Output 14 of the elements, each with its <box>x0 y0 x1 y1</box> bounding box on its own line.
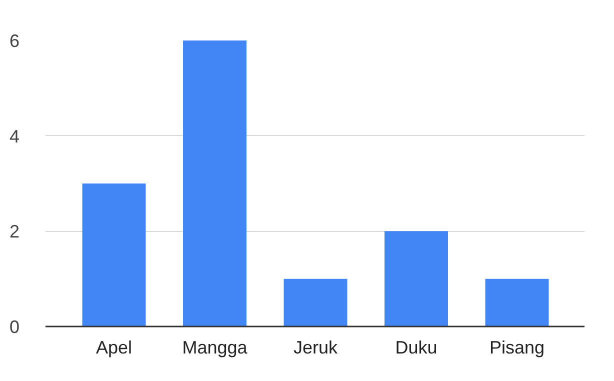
y-tick-label: 4 <box>9 126 20 146</box>
bar <box>284 278 348 326</box>
y-tick-label: 0 <box>9 317 20 337</box>
x-tick-label: Mangga <box>182 338 248 358</box>
bar <box>485 278 549 326</box>
x-tick-label: Jeruk <box>293 338 339 358</box>
x-tick-label: Duku <box>395 338 438 358</box>
bar <box>82 184 146 326</box>
y-tick-label: 2 <box>9 222 20 242</box>
x-tick-label: Pisang <box>489 338 545 358</box>
x-tick-label: Apel <box>96 338 132 358</box>
y-tick-label: 6 <box>9 31 20 51</box>
bar <box>183 40 246 326</box>
bar <box>384 231 448 326</box>
